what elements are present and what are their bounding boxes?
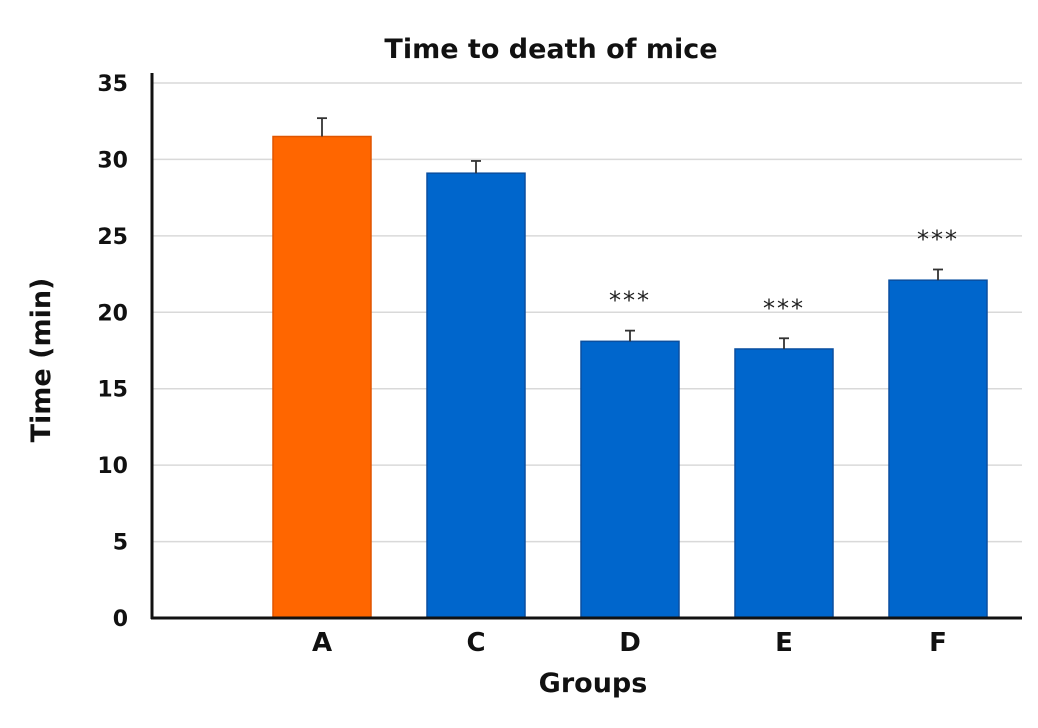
y-tick-label: 0 — [113, 607, 128, 632]
x-tick-label: E — [775, 628, 793, 658]
axes — [150, 73, 1022, 620]
y-tick-label: 30 — [97, 148, 128, 173]
x-tick-label: F — [929, 628, 947, 658]
y-tick-labels: 0 5 10 15 20 25 30 35 — [97, 72, 128, 632]
bar-E — [734, 348, 834, 619]
bar-C — [426, 172, 526, 619]
y-tick-label: 25 — [97, 225, 128, 250]
y-axis-title: Time (min) — [26, 278, 57, 443]
bar-F — [888, 279, 988, 619]
x-tick-label: A — [312, 628, 332, 658]
y-tick-label: 20 — [97, 301, 128, 326]
significance-mark-D: *** — [609, 287, 651, 315]
y-tick-label: 10 — [97, 454, 128, 479]
y-tick-label: 5 — [113, 531, 128, 556]
x-axis-title: Groups — [539, 668, 648, 699]
bar-A — [272, 135, 372, 619]
bars: *** *** *** — [272, 117, 988, 619]
x-tick-label: D — [619, 628, 641, 658]
chart-title: Time to death of mice — [384, 34, 717, 65]
y-tick-label: 35 — [97, 72, 128, 97]
bar-D — [580, 340, 680, 619]
significance-mark-E: *** — [763, 294, 805, 322]
x-tick-label: C — [466, 628, 485, 658]
y-tick-label: 15 — [97, 378, 128, 403]
significance-mark-F: *** — [917, 225, 959, 253]
